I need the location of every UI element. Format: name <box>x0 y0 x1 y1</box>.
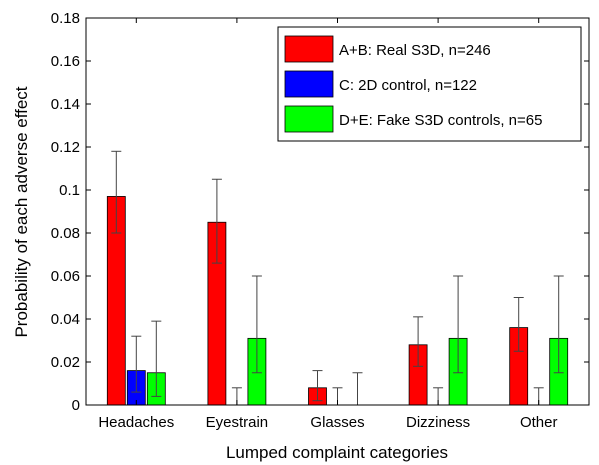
x-tick-label: Dizziness <box>406 414 470 431</box>
y-tick-label: 0.08 <box>51 225 80 242</box>
x-tick-label: Glasses <box>310 414 364 431</box>
legend-label: A+B: Real S3D, n=246 <box>339 42 491 59</box>
legend-label: C: 2D control, n=122 <box>339 77 477 94</box>
y-tick-label: 0.04 <box>51 311 80 328</box>
x-tick-label: Other <box>520 414 558 431</box>
y-tick-label: 0 <box>72 397 80 414</box>
y-tick-label: 0.18 <box>51 10 80 27</box>
bars-layer <box>106 196 569 406</box>
x-axis: Headaches Eyestrain Glasses Dizziness Other <box>98 18 557 431</box>
y-tick-label: 0.1 <box>59 182 80 199</box>
legend-label: D+E: Fake S3D controls, n=65 <box>339 112 542 129</box>
y-axis-title: Probability of each adverse effect <box>12 86 31 337</box>
legend-swatch <box>284 105 334 133</box>
y-tick-label: 0.14 <box>51 96 80 113</box>
error-bars-layer <box>111 150 564 406</box>
x-tick-label: Headaches <box>98 414 174 431</box>
y-tick-label: 0.16 <box>51 53 80 70</box>
legend-swatch <box>284 35 334 63</box>
y-tick-label: 0.06 <box>51 268 80 285</box>
legend: A+B: Real S3D, n=246 C: 2D control, n=122… <box>277 26 582 142</box>
y-axis: 0 0.02 0.04 0.06 0.08 0.1 0.12 0.14 0.16 0.18 <box>51 10 589 414</box>
legend-swatch <box>284 70 334 98</box>
x-tick-label: Eyestrain <box>206 414 269 431</box>
y-tick-label: 0.02 <box>51 354 80 371</box>
x-axis-title: Lumped complaint categories <box>226 443 448 462</box>
y-tick-label: 0.12 <box>51 139 80 156</box>
